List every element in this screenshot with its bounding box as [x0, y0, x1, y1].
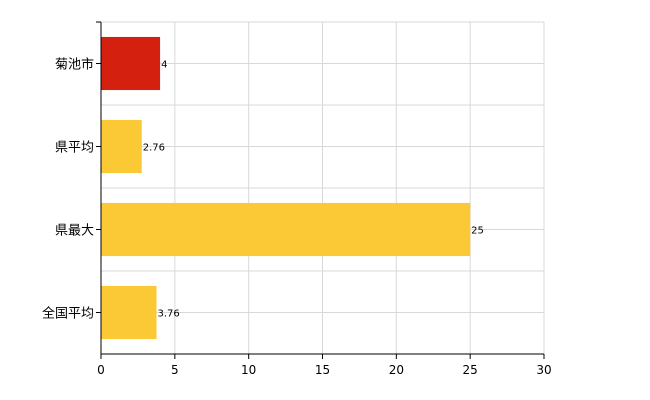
x-tick-label: 15: [315, 363, 330, 377]
bars: [101, 36, 471, 340]
x-tick-label: 25: [463, 363, 478, 377]
x-tick-label: 5: [171, 363, 179, 377]
data-label: 4: [161, 60, 167, 71]
axes: [96, 21, 545, 359]
category-label: 県最大: [55, 224, 94, 239]
category-label: 県平均: [55, 141, 94, 156]
data-label: 2.76: [143, 143, 165, 154]
x-tick-label: 20: [389, 363, 404, 377]
data-label: 25: [471, 226, 484, 237]
bar: [101, 36, 161, 91]
bar: [101, 119, 142, 174]
x-tick-label: 30: [536, 363, 551, 377]
category-label: 菊池市: [55, 57, 94, 73]
category-label: 全国平均: [42, 306, 94, 322]
grid-lines: [101, 21, 545, 354]
bar: [101, 202, 471, 257]
bar: [101, 285, 157, 340]
data-label: 3.76: [158, 309, 180, 320]
x-tick-label: 0: [97, 363, 105, 377]
x-tick-label: 10: [241, 363, 256, 377]
